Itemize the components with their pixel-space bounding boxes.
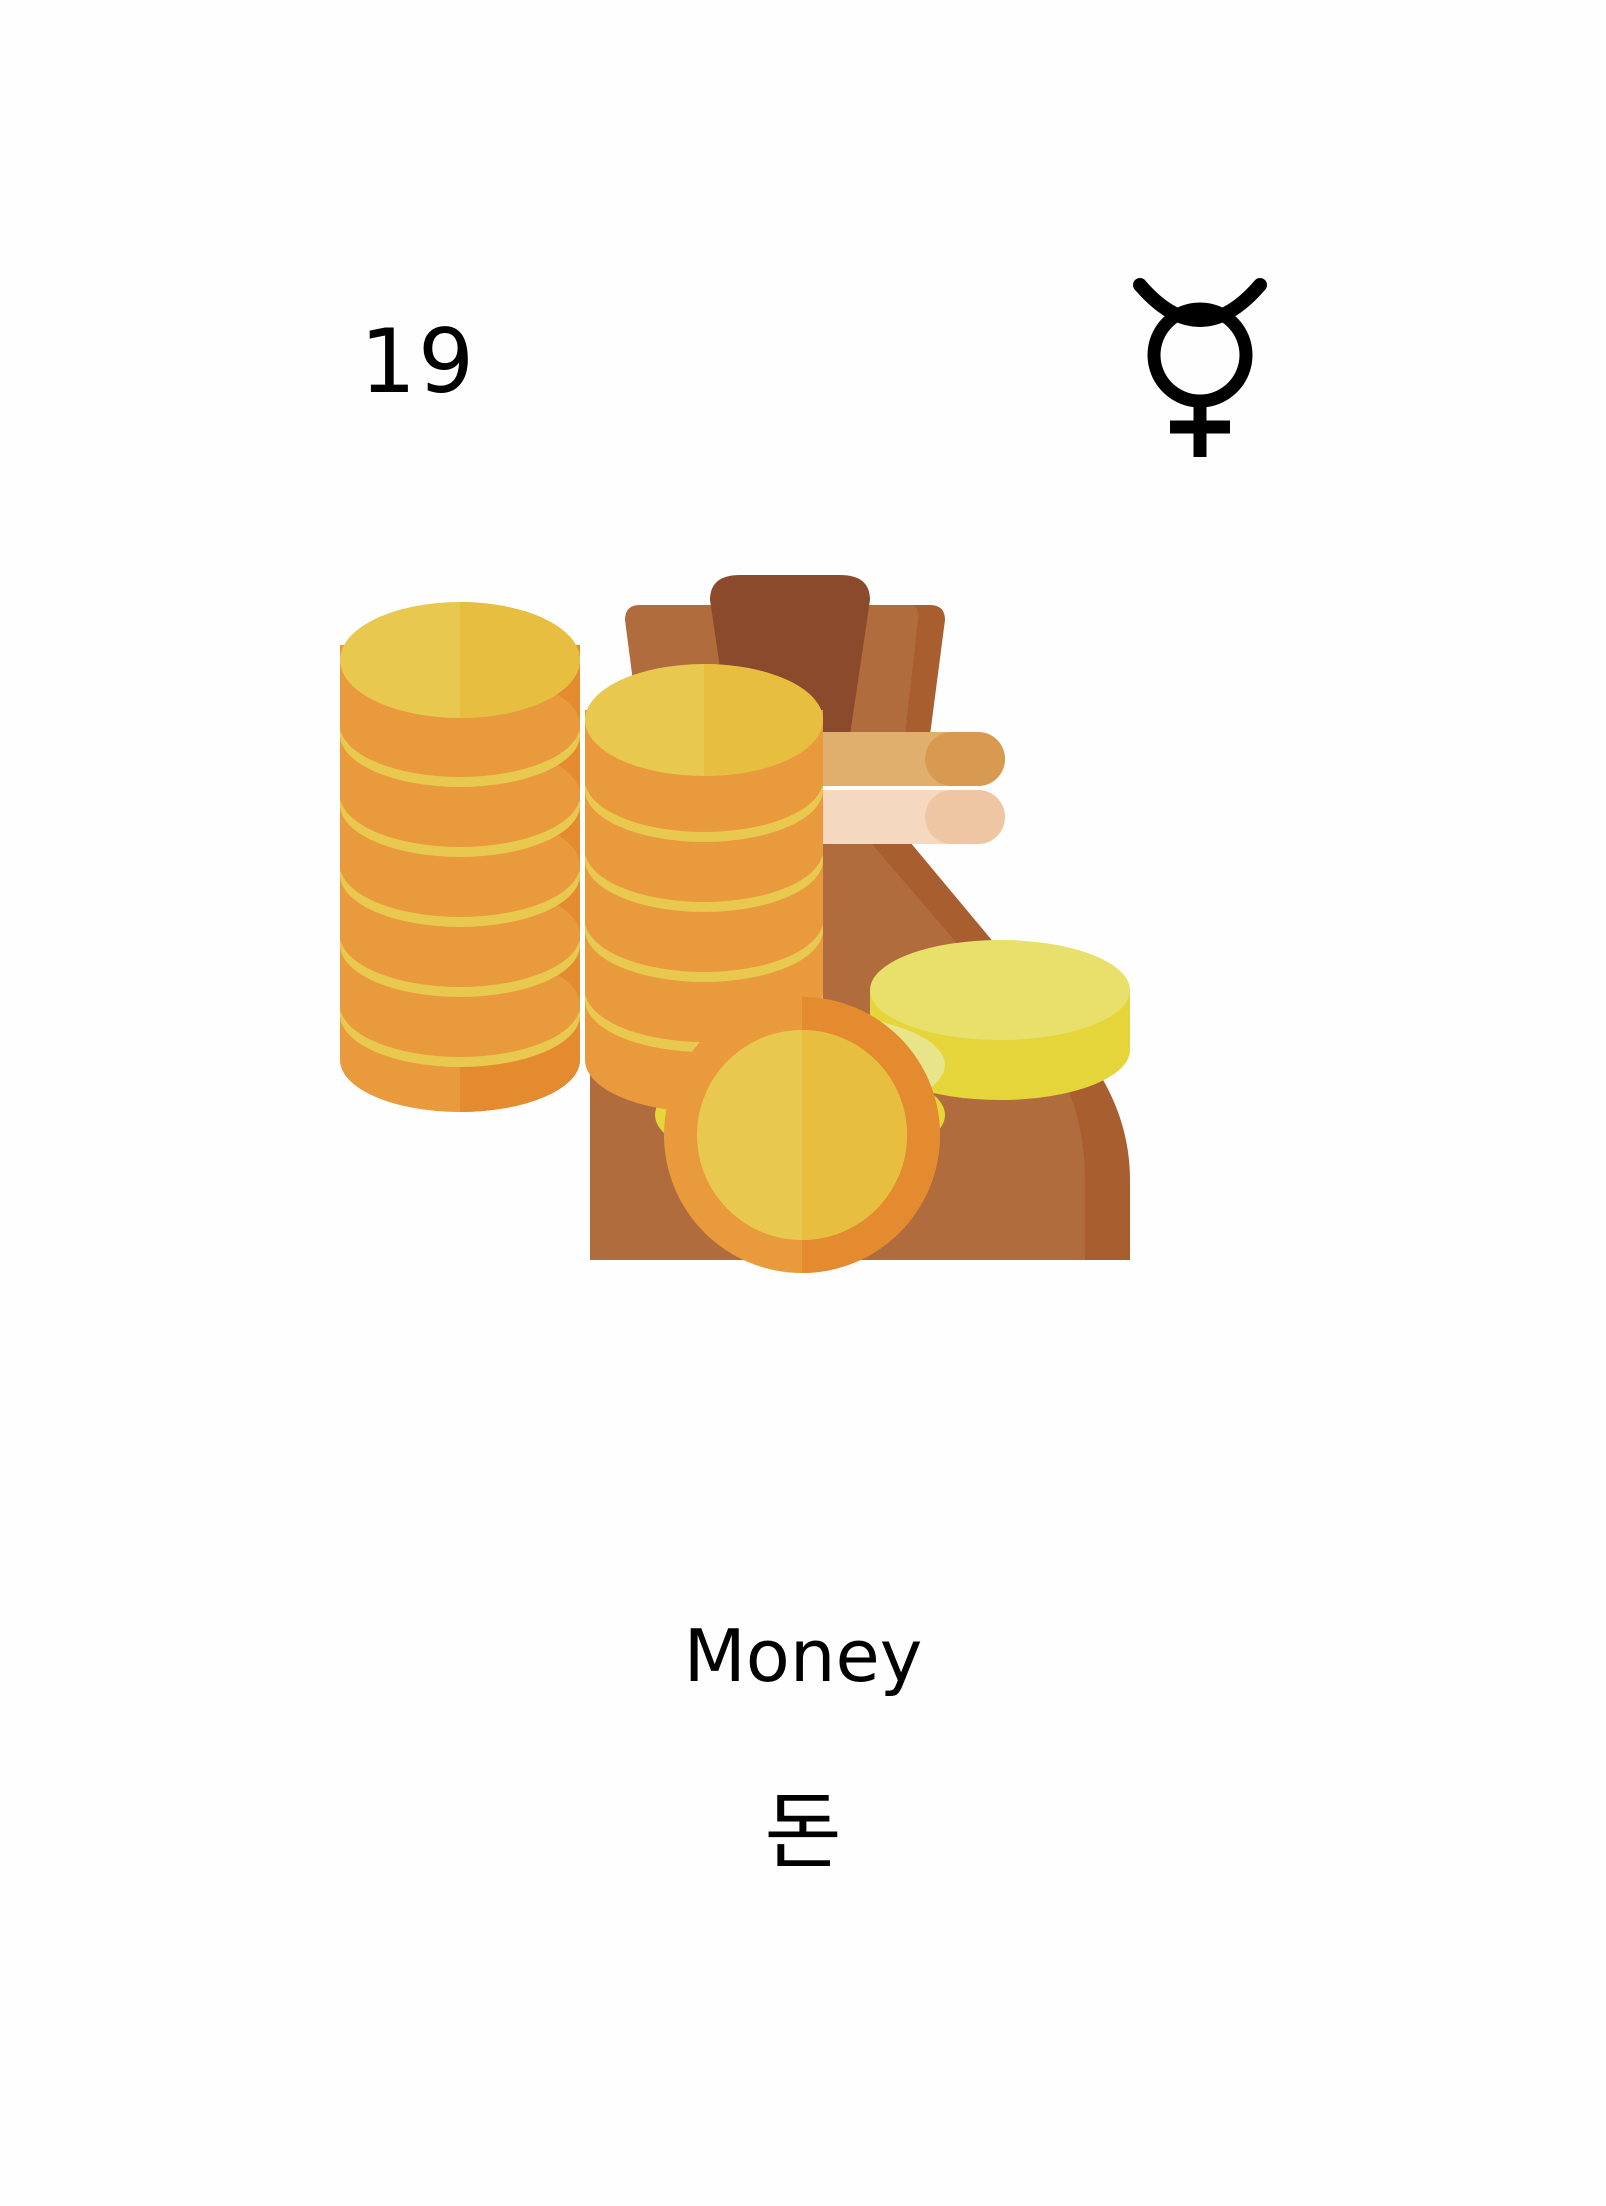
- mercury-symbol-icon: [1133, 278, 1267, 457]
- money-bag-and-coins-icon: [340, 575, 1130, 1273]
- coin-stack-left: [340, 602, 580, 1112]
- card-title: Money: [683, 1614, 923, 1698]
- coin-stack-middle: [585, 664, 823, 1112]
- card-number: 19: [360, 310, 476, 413]
- card-subtitle-korean: 돈: [764, 1783, 842, 1881]
- coin-front-standing: [664, 997, 940, 1273]
